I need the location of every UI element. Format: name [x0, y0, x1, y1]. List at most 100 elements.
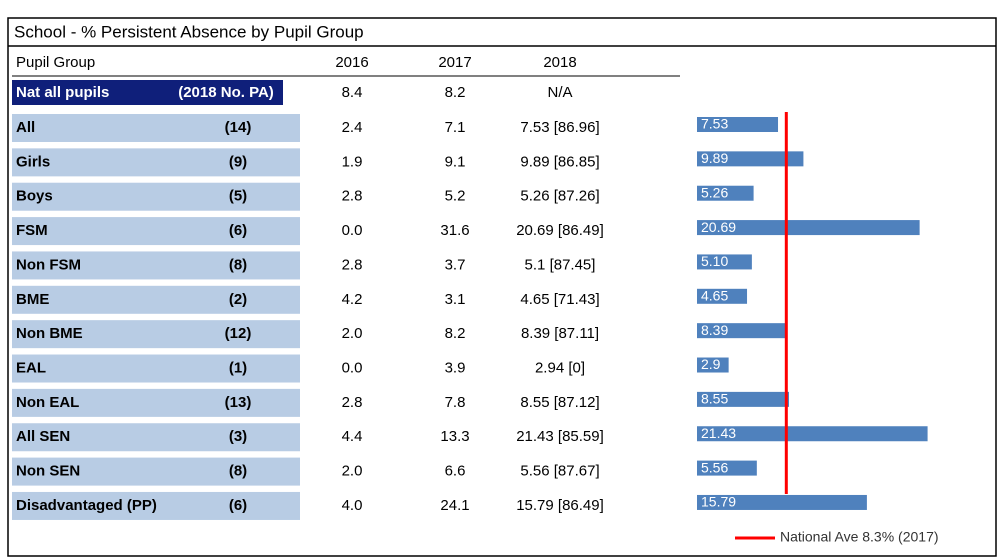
national-cell: N/A	[547, 84, 572, 101]
table-cell: (5)	[229, 188, 247, 205]
row-bg	[12, 114, 300, 142]
table-cell: 13.3	[440, 428, 469, 445]
bar	[697, 117, 779, 132]
row-bg	[12, 320, 300, 349]
bar	[697, 254, 752, 270]
table-cell: 0.0	[342, 222, 363, 239]
table-cell: (14)	[225, 119, 252, 136]
table-cell: 4.0	[342, 497, 363, 514]
table-cell: 5.2	[445, 188, 466, 205]
table-cell: (12)	[225, 325, 252, 342]
table-cell: (1)	[229, 359, 247, 376]
bar	[697, 220, 920, 236]
table-cell: 7.53 [86.96]	[520, 119, 599, 136]
national-bg	[12, 80, 283, 105]
table-cell: 5.1 [87.45]	[525, 256, 596, 273]
table-cell: 2.8	[342, 256, 363, 273]
table-cell: 24.1	[440, 497, 469, 514]
table-cell: (3)	[229, 428, 247, 445]
national-cell: Nat all pupils	[16, 84, 109, 101]
table-cell: 2.8	[342, 394, 363, 411]
table-cell: Girls	[16, 153, 50, 170]
table-cell: 4.4	[342, 428, 363, 445]
bar	[697, 391, 789, 407]
bar	[697, 426, 928, 442]
bar-label: 4.65	[701, 288, 728, 304]
table-cell: 1.9	[342, 153, 363, 170]
table-cell: Boys	[16, 188, 53, 205]
national-cell: 8.4	[342, 84, 363, 101]
row-bg	[12, 388, 300, 417]
bar	[697, 323, 788, 339]
bar-label: 15.79	[701, 494, 736, 510]
table-cell: 4.65 [71.43]	[520, 291, 599, 308]
table-cell: 21.43 [85.59]	[516, 428, 604, 445]
table-cell: FSM	[16, 222, 48, 239]
bar-label: 8.55	[701, 391, 728, 407]
table-cell: (6)	[229, 222, 247, 239]
table-cell: 0.0	[342, 359, 363, 376]
table-cell: 3.7	[445, 256, 466, 273]
row-bg	[12, 285, 300, 314]
table-cell: (8)	[229, 256, 247, 273]
table-cell: Disadvantaged (PP)	[16, 497, 157, 514]
row-bg	[12, 457, 300, 486]
frame	[7, 17, 997, 557]
legend-label: National Ave 8.3% (2017)	[780, 529, 939, 545]
table-cell: 3.1	[445, 291, 466, 308]
row-bg	[12, 491, 300, 520]
table-cell: 31.6	[440, 222, 469, 239]
row-bg	[12, 217, 300, 246]
bar-label: 9.89	[701, 150, 728, 166]
table-cell: 8.55 [87.12]	[520, 394, 599, 411]
table-cell: BME	[16, 291, 49, 308]
bar-label: 20.69	[701, 219, 736, 235]
table-cell: 8.39 [87.11]	[521, 325, 599, 342]
row-bg	[12, 148, 300, 177]
header-cell: 2018	[543, 54, 576, 71]
bar-label: 2.9	[701, 356, 721, 372]
table-cell: (8)	[229, 463, 247, 480]
table-cell: 2.94 [0]	[535, 359, 585, 376]
bar-label: 21.43	[701, 425, 736, 441]
national-cell: (2018 No. PA)	[178, 84, 274, 101]
table-cell: 2.8	[342, 188, 363, 205]
national-cell: 8.2	[445, 84, 466, 101]
row-bg	[12, 182, 300, 211]
table-cell: Non EAL	[16, 394, 79, 411]
table-cell: 9.89 [86.85]	[520, 153, 599, 170]
bar	[697, 460, 757, 476]
bar-label: 5.56	[701, 459, 728, 475]
table-cell: 5.56 [87.67]	[520, 463, 599, 480]
table-cell: 9.1	[445, 153, 466, 170]
row-bg	[12, 251, 300, 280]
table-cell: Non SEN	[16, 463, 80, 480]
table-cell: All SEN	[16, 428, 70, 445]
bar	[697, 357, 729, 373]
bar	[697, 185, 754, 201]
title: School - % Persistent Absence by Pupil G…	[14, 22, 364, 41]
table-cell: Non FSM	[16, 256, 81, 273]
table-cell: 7.8	[445, 394, 466, 411]
table-cell: 2.4	[342, 119, 363, 136]
table-cell: 8.2	[445, 325, 466, 342]
table-cell: 15.79 [86.49]	[516, 497, 604, 514]
table-cell: 2.0	[342, 463, 363, 480]
table-cell: (9)	[229, 153, 247, 170]
table-cell: (2)	[229, 291, 247, 308]
table-cell: 20.69 [86.49]	[516, 222, 604, 239]
table-cell: 6.6	[445, 463, 466, 480]
row-bg	[12, 423, 300, 452]
table-cell: All	[16, 119, 35, 136]
bar-label: 8.39	[701, 322, 728, 338]
table-cell: 2.0	[342, 325, 363, 342]
bar-label: 7.53	[701, 116, 728, 132]
header-cell: 2016	[335, 54, 368, 71]
bar	[697, 288, 748, 304]
table-cell: 5.26 [87.26]	[520, 188, 599, 205]
bar	[697, 494, 867, 510]
bar-label: 5.10	[701, 253, 728, 269]
row-bg	[12, 354, 300, 383]
